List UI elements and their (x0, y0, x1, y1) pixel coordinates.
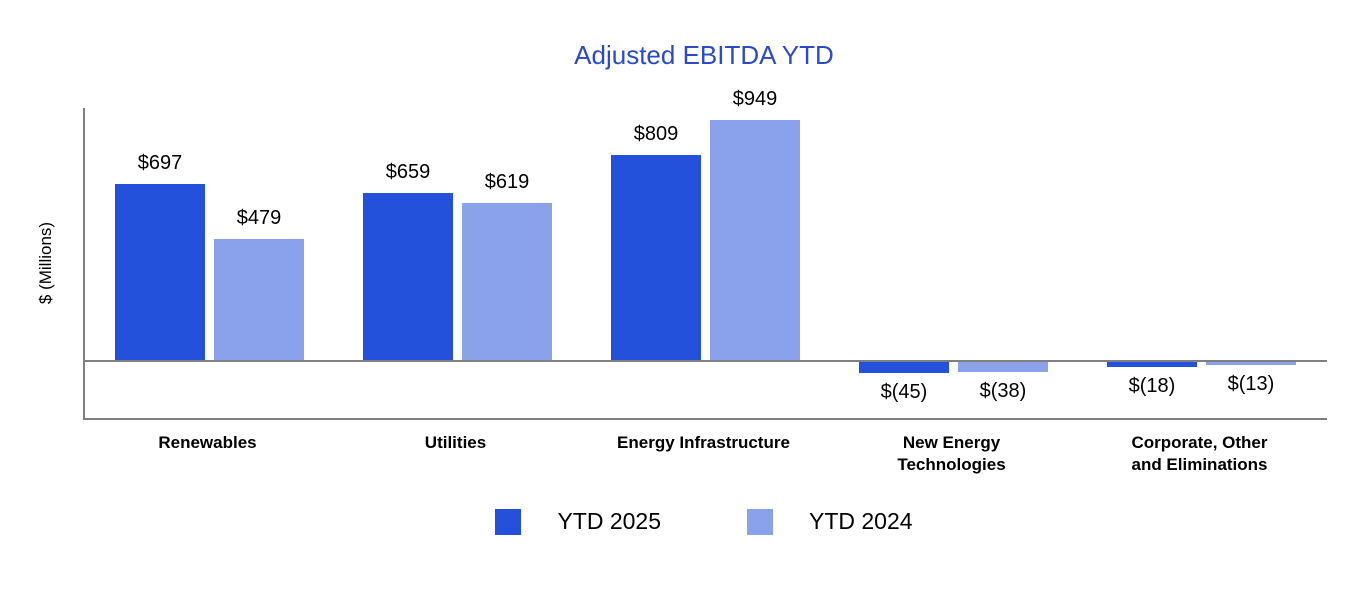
y-axis-label: $ (Millions) (36, 108, 56, 418)
bar-ytd-2025-5 (1107, 362, 1197, 367)
bar-value-label: $(13) (1227, 373, 1275, 395)
bar-value-label: $659 (385, 161, 431, 183)
bar-value-label: $619 (484, 171, 530, 193)
bar-ytd-2025-1 (115, 184, 205, 360)
plot-area: $697 $479 $659 $619 $809 $949 $(45) $(38) $(18) $… (83, 88, 1327, 420)
bar-ytd-2024-3 (710, 120, 800, 360)
bar-value-label: $(45) (880, 381, 928, 403)
bar-value-label: $949 (732, 88, 778, 110)
bar-ytd-2024-5 (1206, 362, 1296, 365)
bar-value-label: $479 (236, 207, 282, 229)
bar-ytd-2025-2 (363, 193, 453, 360)
bar-group-4: $(45) $(38) (859, 108, 1048, 418)
bar-value-label: $809 (633, 123, 679, 145)
bar-value-label: $(38) (979, 380, 1027, 402)
legend-item-2: YTD 2024 (747, 508, 913, 535)
bar-group-2: $659 $619 (363, 108, 552, 418)
bar-group-3: $809 $949 (611, 88, 800, 418)
legend-item-1: YTD 2025 (495, 508, 661, 535)
bar-ytd-2024-1 (214, 239, 304, 360)
legend: YTD 2025 YTD 2024 (83, 508, 1325, 535)
category-label-3: Energy Infrastructure (617, 433, 790, 452)
legend-swatch-icon (747, 508, 773, 535)
bar-ytd-2025-4 (859, 362, 949, 373)
category-label-2: Utilities (424, 433, 487, 452)
legend-label: YTD 2025 (557, 508, 661, 534)
legend-swatch-icon (495, 508, 522, 535)
category-label-1: Renewables (158, 433, 257, 452)
bar-ytd-2024-4 (958, 362, 1048, 372)
bar-group-1: $697 $479 (115, 108, 304, 418)
bar-value-label: $697 (137, 152, 183, 174)
category-axis: Renewables Utilities Energy Infrastructure… (0, 432, 1364, 492)
bar-group-5: $(18) $(13) (1107, 108, 1296, 418)
chart-title: Adjusted EBITDA YTD (574, 40, 834, 70)
category-label-5: Corporate, Other and Eliminations (1131, 433, 1268, 475)
bar-value-label: $(18) (1128, 375, 1176, 397)
category-label-4: New Energy Technologies (897, 433, 1006, 475)
y-axis-label-text: $ (Millions) (36, 221, 55, 305)
legend-label: YTD 2024 (809, 508, 913, 534)
zero-line (85, 360, 1327, 362)
bar-ytd-2025-3 (611, 155, 701, 360)
bar-ytd-2024-2 (462, 203, 552, 360)
